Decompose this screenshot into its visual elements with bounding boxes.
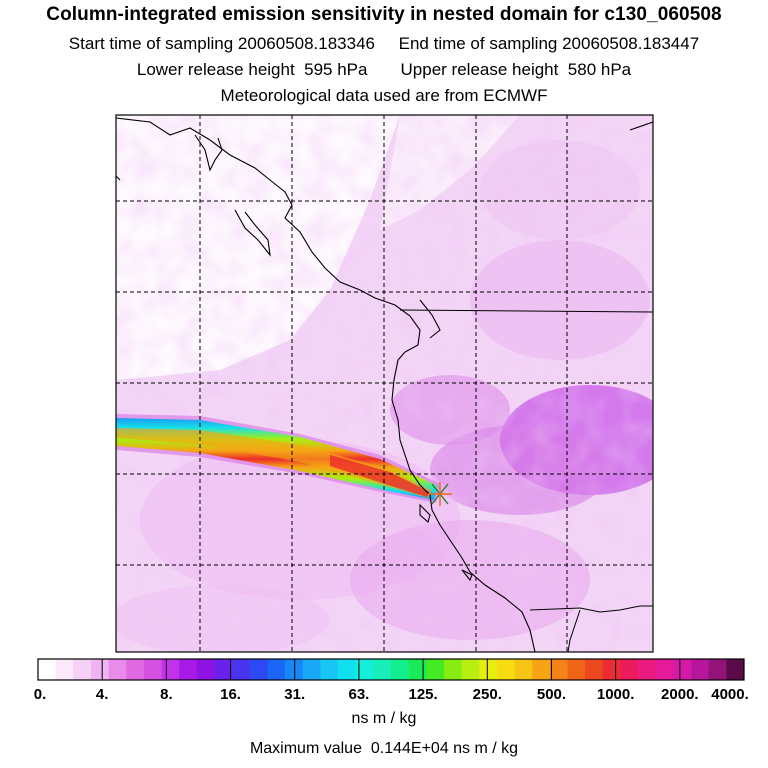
coastline (116, 117, 653, 652)
colorbar-swatch (691, 659, 709, 680)
colorbar-swatch (479, 659, 498, 680)
colorbar (37, 658, 745, 681)
colorbar-swatch (461, 659, 480, 680)
colorbar-swatch (196, 659, 215, 680)
receptor-marker (428, 482, 452, 506)
colorbar-tick-label: 1000. (596, 686, 635, 703)
colorbar-swatch (373, 659, 392, 680)
max-value-text: Maximum value 0.144E+04 ns m / kg (249, 740, 519, 757)
lat-lon-grid (116, 115, 653, 652)
colorbar-swatch (38, 659, 56, 680)
colorbar-swatch (108, 659, 127, 680)
colorbar-tick-label: 0. (33, 686, 47, 703)
colorbar-swatch (320, 659, 339, 680)
colorbar-frame (37, 658, 745, 681)
colorbar-swatch (285, 659, 304, 680)
colorbar-swatch (426, 659, 445, 680)
colorbar-tick-label: 2000. (661, 686, 699, 703)
met-data-line: Meteorological data used are from ECMWF (220, 86, 548, 105)
colorbar-tick-label: 125. (408, 686, 438, 703)
colorbar-swatch (55, 659, 74, 680)
colorbar-swatch (708, 659, 727, 680)
colorbar-tick-label: 4000. (711, 686, 749, 703)
map-field (116, 115, 653, 652)
colorbar-tick-label: 4. (95, 686, 109, 703)
colorbar-units: ns m / kg (351, 710, 417, 727)
colorbar-swatch (249, 659, 268, 680)
colorbar-swatch (143, 659, 162, 680)
colorbar-swatch (302, 659, 321, 680)
colorbar-swatch (532, 659, 551, 680)
colorbar-swatch (496, 659, 515, 680)
colorbar-swatch (585, 659, 604, 680)
colorbar-swatch (161, 659, 180, 680)
colorbar-tick-label: 8. (160, 686, 173, 703)
colorbar-swatch (638, 659, 657, 680)
plume (116, 414, 440, 503)
colorbar-swatch (267, 659, 286, 680)
colorbar-swatch (338, 659, 356, 680)
colorbar-swatch (620, 659, 639, 680)
colorbar-swatch (514, 659, 533, 680)
colorbar-swatch (232, 659, 251, 680)
plot-frame (115, 114, 654, 653)
colorbar-swatch (655, 659, 674, 680)
colorbar-swatch (567, 659, 586, 680)
colorbar-swatch (673, 659, 692, 680)
colorbar-swatch (602, 659, 621, 680)
colorbar-tick-label: 31. (284, 686, 306, 703)
colorbar-swatch (90, 659, 109, 680)
plot-title: Column-integrated emission sensitivity i… (46, 4, 722, 25)
colorbar-swatch (391, 659, 409, 680)
colorbar-swatch (549, 659, 568, 680)
colorbar-tick-label: 16. (220, 686, 241, 703)
colorbar-tick-label: 250. (472, 686, 502, 703)
colorbar-swatch (214, 659, 233, 680)
colorbar-swatch (126, 659, 145, 680)
colorbar-swatch (443, 659, 462, 680)
release-height-line: Lower release height 595 hPa Upper relea… (136, 60, 632, 79)
colorbar-swatch (179, 659, 198, 680)
colorbar-swatch (355, 659, 374, 680)
colorbar-tick-label: 500. (536, 686, 567, 703)
political-borders (399, 309, 653, 652)
colorbar-swatch (726, 659, 745, 680)
sampling-time-line: Start time of sampling 20060508.183346 E… (68, 34, 700, 53)
colorbar-swatch (408, 659, 427, 680)
colorbar-swatch (73, 659, 92, 680)
colorbar-tick-label: 63. (348, 686, 370, 703)
